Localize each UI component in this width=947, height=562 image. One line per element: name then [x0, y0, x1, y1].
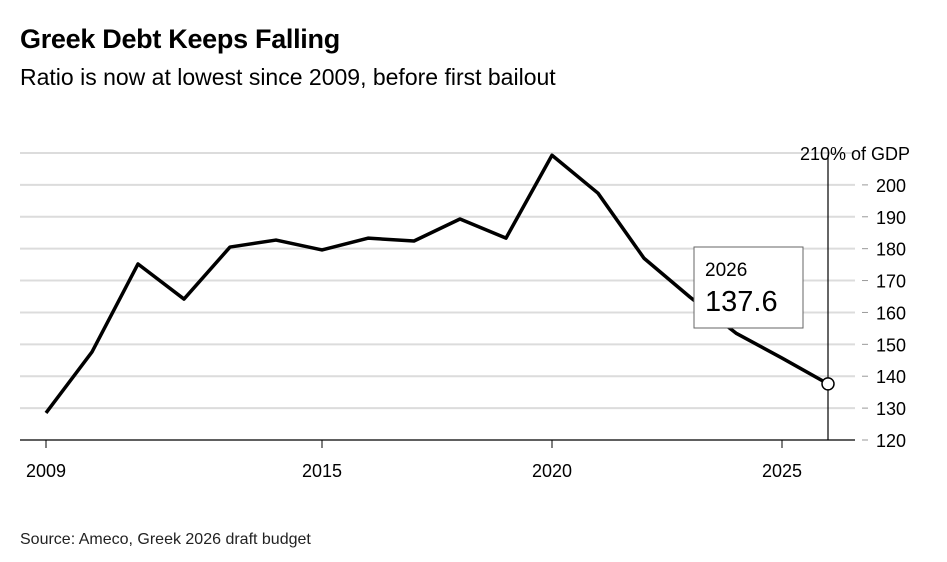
y-tick-label: 190 [876, 208, 906, 228]
y-tick-label: 150 [876, 335, 906, 355]
chart-title: Greek Debt Keeps Falling [20, 24, 340, 54]
source-note: Source: Ameco, Greek 2026 draft budget [20, 531, 311, 548]
y-tick-label: 140 [876, 367, 906, 387]
y-tick-label: 160 [876, 303, 906, 323]
callout-box [693, 246, 804, 329]
y-unit-label: 210% of GDP [800, 144, 910, 164]
callout-year: 2026 [705, 260, 747, 281]
x-tick-label: 2020 [532, 461, 572, 481]
y-tick-label: 130 [876, 399, 906, 419]
x-tick-label: 2025 [762, 461, 802, 481]
x-tick-label: 2009 [26, 461, 66, 481]
y-tick-label: 180 [876, 240, 906, 260]
y-tick-label: 200 [876, 176, 906, 196]
chart-subtitle: Ratio is now at lowest since 2009, befor… [20, 64, 556, 90]
y-tick-label: 170 [876, 272, 906, 292]
callout-value: 137.6 [705, 286, 778, 318]
x-tick-label: 2015 [302, 461, 342, 481]
latest-point-marker [821, 377, 835, 391]
y-tick-label: 120 [876, 431, 906, 451]
